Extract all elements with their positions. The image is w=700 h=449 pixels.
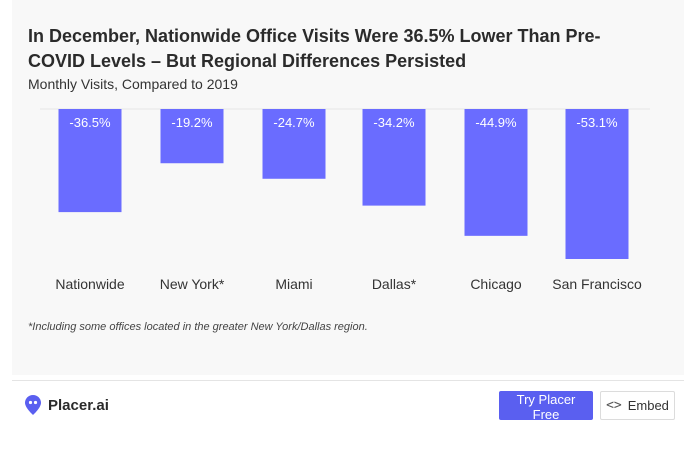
footnote: *Including some offices located in the g…: [28, 321, 368, 333]
embed-label: Embed: [627, 398, 669, 413]
bar-nationwide: [58, 109, 122, 213]
bar-value-label: -53.1%: [576, 115, 618, 130]
bar-labels-group: -36.5% -19.2% -24.7% -34.2% -44.9% -53.1%: [69, 115, 618, 130]
category-label: Miami: [275, 276, 312, 292]
bar-san-francisco: [565, 109, 629, 259]
bars-group: [58, 109, 629, 259]
embed-button[interactable]: <> Embed: [600, 391, 675, 420]
chart-title: In December, Nationwide Office Visits We…: [28, 26, 601, 71]
category-labels-group: Nationwide New York* Miami Dallas* Chicago Sa…: [55, 276, 642, 292]
bar-chart: -36.5% -19.2% -24.7% -34.2% -44.9% -53.1% Nat…: [40, 108, 650, 292]
chart-subtitle: Monthly Visits, Compared to 2019: [28, 76, 238, 92]
bar-value-label: -44.9%: [475, 115, 517, 130]
footer-divider: [12, 380, 684, 381]
category-label: Nationwide: [55, 276, 124, 292]
bar-miami: [262, 109, 326, 179]
category-label: Chicago: [470, 276, 522, 292]
logo-text: Placer.ai: [48, 396, 109, 414]
placer-logo[interactable]: Placer.ai: [24, 394, 109, 416]
category-label: New York*: [160, 276, 225, 292]
bar-chicago: [464, 109, 528, 236]
placer-pin-icon: [25, 395, 41, 415]
bar-value-label: -36.5%: [69, 115, 111, 130]
try-placer-free-button[interactable]: Try Placer Free: [499, 391, 593, 422]
bar-new-york: [160, 109, 224, 164]
bar-dallas: [362, 109, 426, 206]
code-icon: <>: [606, 398, 622, 413]
bar-value-label: -24.7%: [273, 115, 315, 130]
category-label: Dallas*: [372, 276, 417, 292]
category-label: San Francisco: [552, 276, 642, 292]
bar-value-label: -19.2%: [171, 115, 213, 130]
bar-value-label: -34.2%: [373, 115, 415, 130]
